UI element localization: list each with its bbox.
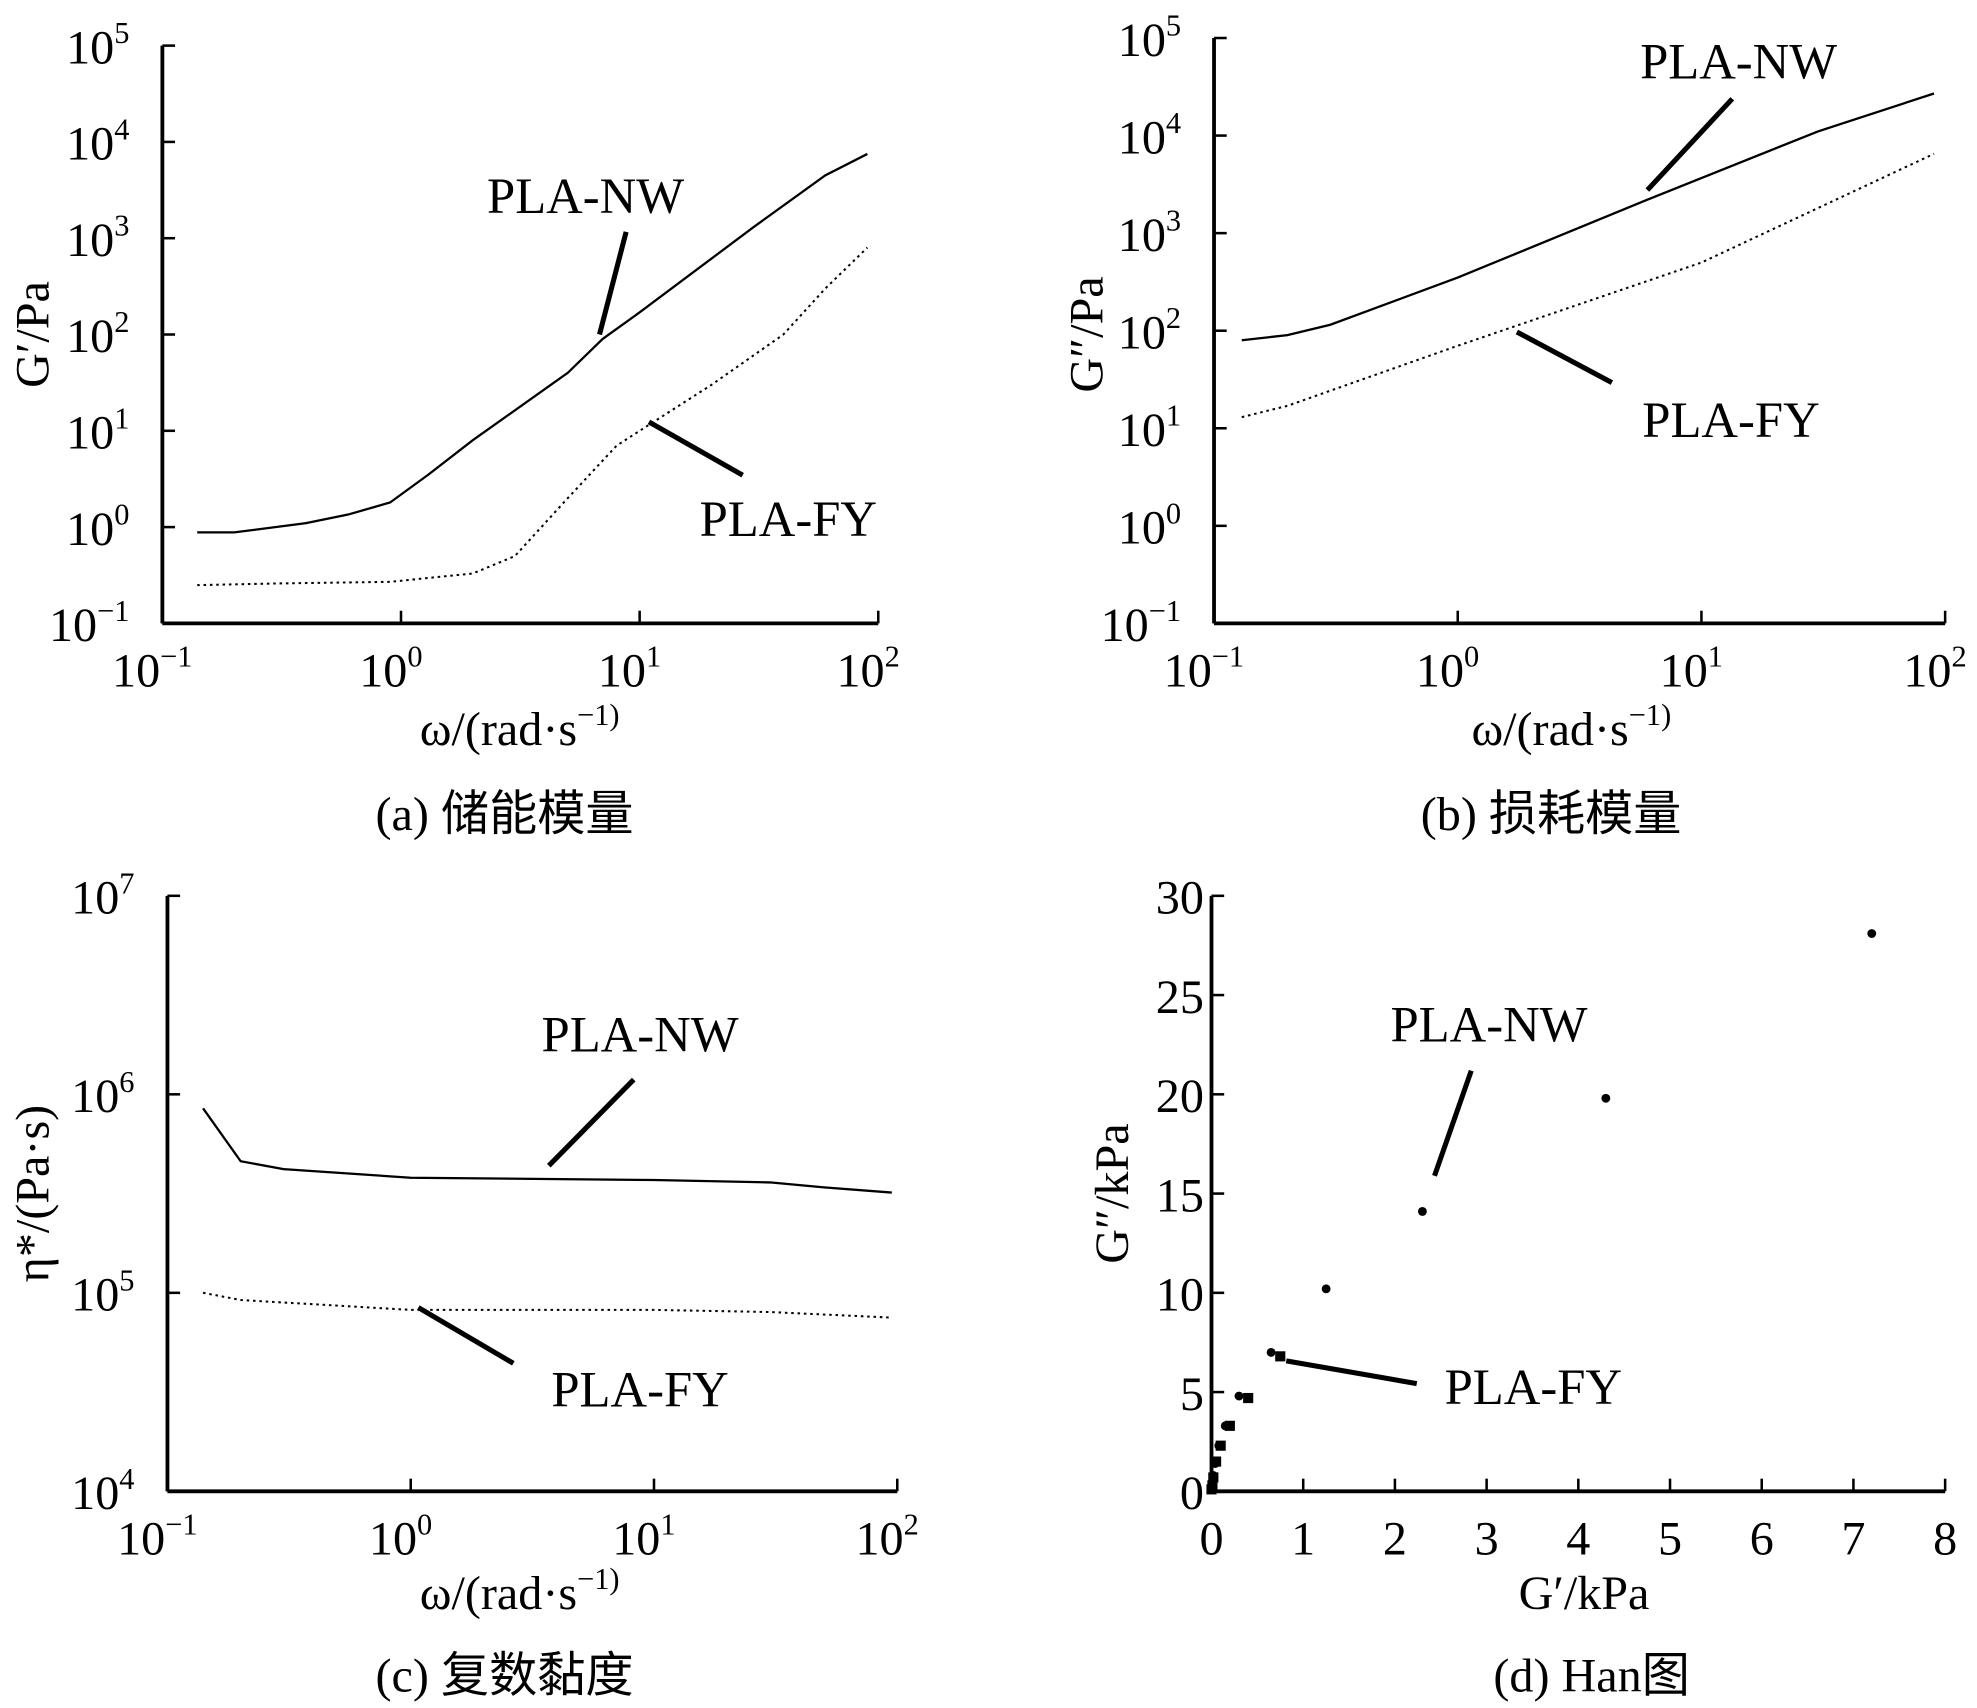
x-tick-label: 100 <box>359 639 422 697</box>
series-pla-nw-point <box>1266 1347 1276 1357</box>
annotation-label: PLA-NW <box>1390 997 1587 1053</box>
x-tick-label: 10−1 <box>112 639 192 697</box>
annotation-leader <box>1645 97 1735 192</box>
x-tick-label: 10−1 <box>117 1507 197 1565</box>
series-pla-fy-point <box>1211 1456 1222 1467</box>
y-tick-label: 0 <box>1180 1467 1204 1520</box>
x-tick-label: 1 <box>1291 1513 1315 1566</box>
x-tick-label: 102 <box>836 639 899 697</box>
y-tick-label: 102 <box>66 305 129 363</box>
x-tick-label: 7 <box>1841 1513 1865 1566</box>
y-tick-label: 105 <box>71 1263 134 1321</box>
y-tick-label: 103 <box>66 209 129 267</box>
y-tick-label: 15 <box>1156 1169 1204 1222</box>
y-tick-label: 100 <box>66 498 129 556</box>
annotation-label: PLA-FY <box>1445 1359 1622 1415</box>
x-axis-label: ω/(rad·s−1) <box>1471 698 1671 756</box>
series-pla-fy-point <box>1206 1484 1217 1495</box>
y-tick-label: 104 <box>1118 106 1181 164</box>
x-tick-label: 101 <box>612 1507 675 1565</box>
y-tick-label: 103 <box>1118 204 1181 262</box>
y-axis-label: G″/Pa <box>1061 276 1114 392</box>
y-axis-label: G″/kPa <box>1086 1123 1139 1263</box>
han-plot-chart: 0 1 2 3 4 5 6 7 8 0 5 10 15 20 25 30 G′/kPa G″/kPa (d) Han… <box>1086 872 1957 1703</box>
loss-modulus-chart: 10−1 100 101 102 10−1 100 101 102 103 104 105 ω/(ra… <box>1061 8 1967 840</box>
y-tick-label: 30 <box>1156 872 1204 925</box>
y-tick-label: 104 <box>66 112 129 170</box>
y-tick-label: 10−1 <box>1101 594 1181 652</box>
y-tick-label: 101 <box>66 401 129 459</box>
annotation-leader <box>1432 1069 1474 1177</box>
annotation-label: PLA-NW <box>487 168 684 224</box>
x-tick-label: 102 <box>855 1507 918 1565</box>
series-pla-fy-point <box>1275 1351 1286 1362</box>
y-tick-label: 107 <box>71 866 134 924</box>
y-tick-label: 20 <box>1156 1070 1204 1123</box>
y-tick-label: 106 <box>71 1065 134 1123</box>
x-tick-label: 3 <box>1475 1513 1499 1566</box>
y-tick-label: 105 <box>1118 8 1181 66</box>
x-axis-label: G′/kPa <box>1519 1567 1650 1620</box>
y-tick-label: 102 <box>1118 301 1181 359</box>
series-pla-nw-point <box>1417 1207 1427 1216</box>
annotation-label: PLA-FY <box>551 1361 728 1417</box>
series-pla-nw-line <box>202 1107 892 1194</box>
series-pla-nw-point <box>1601 1093 1611 1103</box>
series-pla-nw-line <box>1241 92 1935 342</box>
annotation-leader <box>597 231 629 336</box>
y-tick-label: 104 <box>71 1462 134 1520</box>
y-tick-label: 10 <box>1156 1269 1204 1322</box>
series-pla-fy-point <box>1208 1472 1219 1483</box>
x-tick-label: 100 <box>1416 639 1479 697</box>
x-tick-label: 8 <box>1933 1513 1957 1566</box>
series-pla-fy-line <box>202 1291 892 1319</box>
annotation-leader <box>1285 1358 1418 1387</box>
series-pla-nw-point <box>1321 1284 1331 1294</box>
panel-caption: (d) Han图 <box>1493 1650 1689 1703</box>
y-tick-label: 101 <box>1118 399 1181 457</box>
annotation-leader <box>647 419 744 478</box>
annotation-leader <box>1515 329 1614 385</box>
storage-modulus-chart: 10−1 100 101 102 10−1 100 101 102 103 104 105 ω/(ra… <box>6 16 899 841</box>
series-pla-fy-point <box>1215 1440 1226 1451</box>
x-tick-label: 5 <box>1658 1513 1682 1566</box>
series-pla-fy-point <box>1243 1392 1254 1404</box>
x-tick-label: 0 <box>1199 1513 1223 1566</box>
series-pla-fy-point <box>1224 1420 1235 1431</box>
x-axis-label: ω/(rad·s−1) <box>420 698 620 756</box>
annotation-label: PLA-NW <box>542 1007 739 1063</box>
x-tick-label: 100 <box>369 1507 432 1565</box>
x-tick-label: 6 <box>1750 1513 1774 1566</box>
x-axis-label: ω/(rad·s−1) <box>420 1562 620 1620</box>
series-pla-nw-line <box>197 152 868 534</box>
series-pla-fy-line <box>1241 152 1935 419</box>
series-pla-nw-point <box>1234 1391 1244 1401</box>
x-tick-label: 101 <box>598 639 661 697</box>
complex-viscosity-chart: 10−1 100 101 102 104 105 106 107 ω/(rad·s−1) η*/(… <box>6 866 918 1702</box>
y-tick-label: 25 <box>1156 971 1204 1024</box>
x-tick-label: 4 <box>1566 1513 1590 1566</box>
panel-caption: (b) 损耗模量 <box>1421 788 1682 841</box>
annotation-label: PLA-FY <box>1642 392 1819 448</box>
annotation-leader <box>417 1305 515 1366</box>
series-pla-nw-point <box>1867 929 1877 938</box>
x-tick-label: 2 <box>1383 1513 1407 1566</box>
annotation-label: PLA-FY <box>700 491 877 547</box>
panel-caption: (a) 储能模量 <box>376 788 634 841</box>
y-tick-label: 100 <box>1118 496 1181 554</box>
y-tick-label: 10−1 <box>49 594 129 652</box>
y-tick-label: 105 <box>66 16 129 74</box>
y-axis-label: η*/(Pa·s) <box>6 1105 59 1283</box>
x-tick-label: 10−1 <box>1164 639 1244 697</box>
y-tick-label: 5 <box>1180 1368 1204 1421</box>
x-tick-label: 102 <box>1903 639 1966 697</box>
panel-caption: (c) 复数黏度 <box>376 1650 634 1703</box>
x-tick-label: 101 <box>1660 639 1723 697</box>
annotation-leader <box>547 1077 636 1168</box>
y-axis-label: G′/Pa <box>6 281 59 388</box>
annotation-label: PLA-NW <box>1640 34 1837 90</box>
